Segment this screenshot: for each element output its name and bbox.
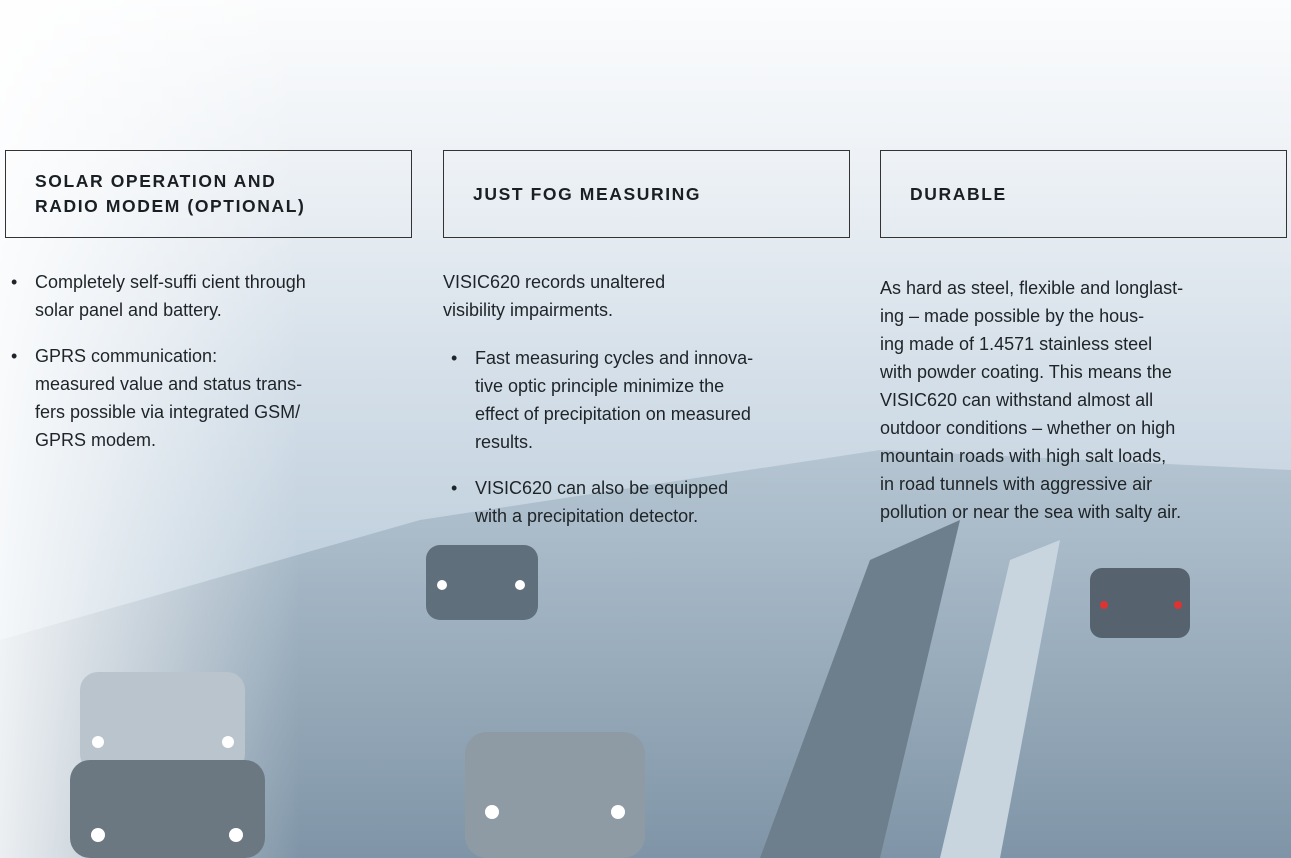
bullet-line: fers possible via integrated GSM/: [35, 398, 300, 426]
bullet-line: with a precipitation detector.: [475, 502, 698, 530]
bullet: •: [11, 342, 17, 370]
paragraph-line: outdoor conditions – whether on high: [880, 414, 1175, 442]
page: SOLAR OPERATION ANDRADIO MODEM (OPTIONAL…: [0, 0, 1291, 858]
heading-line: RADIO MODEM (OPTIONAL): [35, 194, 411, 219]
bullet: •: [11, 268, 17, 296]
heading-line: JUST FOG MEASURING: [473, 182, 849, 207]
car: [465, 732, 645, 858]
bullet-line: effect of precipitation on measured: [475, 400, 751, 428]
bullet-line: tive optic principle minimize the: [475, 372, 724, 400]
bullet-line: Completely self-suffi cient through: [35, 268, 306, 296]
car: [1090, 568, 1190, 638]
paragraph-line: in road tunnels with aggressive air: [880, 470, 1152, 498]
paragraph-line: VISIC620 can withstand almost all: [880, 386, 1153, 414]
paragraph-line: pollution or near the sea with salty air…: [880, 498, 1181, 526]
bullet-line: Fast measuring cycles and innova-: [475, 344, 753, 372]
heading-box: JUST FOG MEASURING: [443, 150, 850, 238]
heading-line: DURABLE: [910, 182, 1286, 207]
bullet-line: GPRS modem.: [35, 426, 156, 454]
bullet: •: [451, 344, 457, 372]
paragraph-line: ing made of 1.4571 stainless steel: [880, 330, 1152, 358]
paragraph-line: VISIC620 records unaltered: [443, 268, 665, 296]
bullet-line: results.: [475, 428, 533, 456]
paragraph-line: with powder coating. This means the: [880, 358, 1172, 386]
bullet: •: [451, 474, 457, 502]
paragraph-line: mountain roads with high salt loads,: [880, 442, 1166, 470]
bullet-line: GPRS communication:: [35, 342, 217, 370]
heading-line: SOLAR OPERATION AND: [35, 169, 411, 194]
bullet-line: measured value and status trans-: [35, 370, 302, 398]
paragraph-line: ing – made possible by the hous-: [880, 302, 1144, 330]
car: [70, 760, 265, 858]
car: [80, 672, 245, 772]
car: [426, 545, 538, 620]
heading-box: DURABLE: [880, 150, 1287, 238]
bullet-line: solar panel and battery.: [35, 296, 222, 324]
paragraph-line: As hard as steel, flexible and longlast-: [880, 274, 1183, 302]
paragraph-line: visibility impairments.: [443, 296, 613, 324]
bullet-line: VISIC620 can also be equipped: [475, 474, 728, 502]
